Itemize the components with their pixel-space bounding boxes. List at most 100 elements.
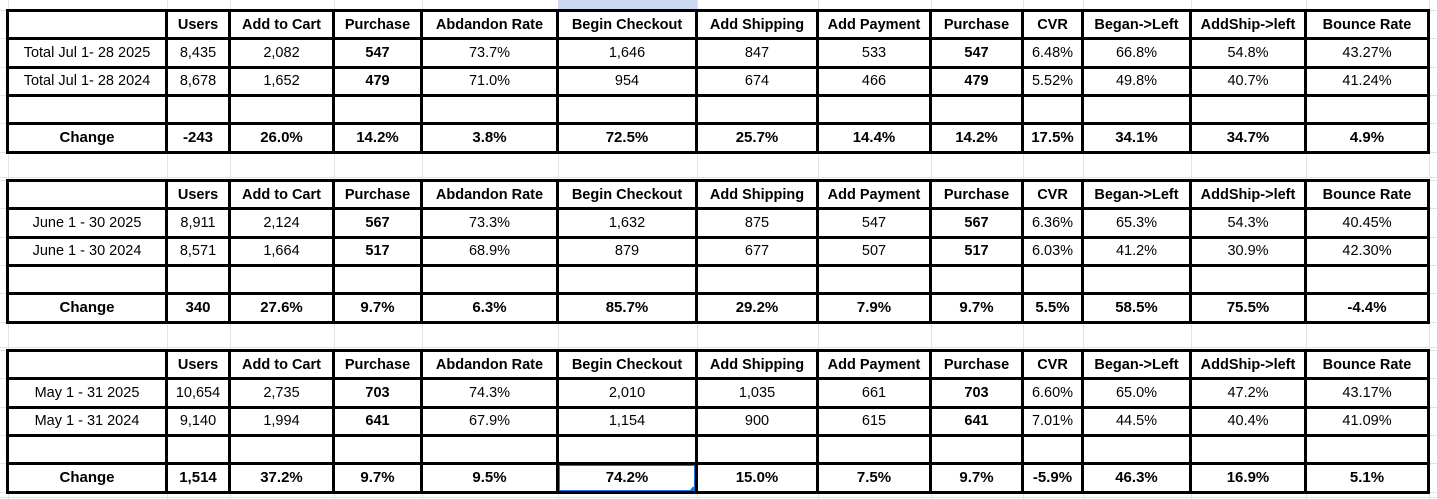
fill-handle[interactable] — [690, 485, 694, 490]
data-cell[interactable]: 6.60% — [1021, 377, 1084, 409]
data-cell[interactable] — [695, 263, 819, 296]
data-cell[interactable]: 4.9% — [1304, 122, 1430, 154]
row-label-cell[interactable]: June 1 - 30 2024 — [6, 235, 168, 268]
data-cell[interactable]: 6.36% — [1021, 207, 1084, 239]
row-label-cell[interactable]: June 1 - 30 2025 — [6, 207, 168, 239]
data-cell[interactable]: 1,035 — [695, 377, 819, 409]
data-cell[interactable]: 40.45% — [1304, 207, 1430, 239]
data-cell[interactable]: 41.2% — [1081, 235, 1192, 268]
data-cell[interactable]: 1,154 — [556, 405, 698, 438]
column-header-cell[interactable]: Began->Left — [1081, 178, 1192, 211]
data-cell[interactable]: 9.7% — [332, 462, 423, 494]
data-cell[interactable]: 1,652 — [228, 65, 335, 98]
data-cell[interactable]: 547 — [332, 37, 423, 69]
column-header-cell[interactable]: CVR — [1021, 178, 1084, 211]
data-cell[interactable]: 479 — [929, 65, 1024, 98]
data-cell[interactable]: 71.0% — [420, 65, 559, 98]
data-cell[interactable]: 1,514 — [165, 462, 231, 494]
data-cell[interactable]: 479 — [332, 65, 423, 98]
row-label-cell[interactable]: May 1 - 31 2024 — [6, 405, 168, 438]
column-header-cell[interactable]: Abdandon Rate — [420, 348, 559, 381]
data-cell[interactable]: 6.3% — [420, 292, 559, 324]
data-cell[interactable]: 677 — [695, 235, 819, 268]
data-cell[interactable] — [1081, 93, 1192, 126]
data-cell[interactable]: 847 — [695, 37, 819, 69]
data-cell[interactable]: 703 — [332, 377, 423, 409]
data-cell[interactable] — [816, 433, 932, 466]
data-cell[interactable] — [1021, 433, 1084, 466]
data-cell[interactable] — [165, 93, 231, 126]
data-cell[interactable]: 533 — [816, 37, 932, 69]
data-cell[interactable]: 7.01% — [1021, 405, 1084, 438]
data-cell[interactable]: 54.8% — [1189, 37, 1307, 69]
data-cell[interactable]: 3.8% — [420, 122, 559, 154]
column-header-cell[interactable]: Begin Checkout — [556, 348, 698, 381]
data-cell[interactable] — [1081, 433, 1192, 466]
column-header-cell[interactable]: Add Shipping — [695, 348, 819, 381]
data-cell[interactable]: 26.0% — [228, 122, 335, 154]
column-header-cell[interactable]: Users — [165, 8, 231, 41]
data-cell[interactable]: 34.7% — [1189, 122, 1307, 154]
data-cell[interactable] — [332, 93, 423, 126]
data-cell[interactable] — [1189, 93, 1307, 126]
data-cell[interactable]: 1,646 — [556, 37, 698, 69]
data-cell[interactable]: -243 — [165, 122, 231, 154]
column-header-cell[interactable]: Purchase — [332, 178, 423, 211]
row-label-cell[interactable]: May 1 - 31 2025 — [6, 377, 168, 409]
data-cell[interactable]: 41.09% — [1304, 405, 1430, 438]
data-cell[interactable]: 567 — [929, 207, 1024, 239]
row-label-cell[interactable] — [6, 433, 168, 466]
column-header-cell[interactable]: Add Payment — [816, 348, 932, 381]
data-cell[interactable]: 1,664 — [228, 235, 335, 268]
data-cell[interactable]: 15.0% — [695, 462, 819, 494]
data-cell[interactable]: 65.0% — [1081, 377, 1192, 409]
data-cell[interactable]: 8,911 — [165, 207, 231, 239]
data-cell[interactable]: 40.7% — [1189, 65, 1307, 98]
data-cell[interactable]: 67.9% — [420, 405, 559, 438]
data-cell[interactable]: 2,124 — [228, 207, 335, 239]
data-cell[interactable] — [695, 93, 819, 126]
data-cell[interactable]: 954 — [556, 65, 698, 98]
column-header-cell[interactable]: Purchase — [332, 348, 423, 381]
data-cell[interactable]: 43.17% — [1304, 377, 1430, 409]
data-cell[interactable]: 703 — [929, 377, 1024, 409]
data-cell[interactable] — [165, 263, 231, 296]
data-cell[interactable] — [695, 433, 819, 466]
column-header-cell[interactable]: Abdandon Rate — [420, 8, 559, 41]
data-cell[interactable]: 14.4% — [816, 122, 932, 154]
column-header-cell[interactable]: Began->Left — [1081, 8, 1192, 41]
data-cell[interactable] — [929, 433, 1024, 466]
data-cell[interactable]: 547 — [929, 37, 1024, 69]
data-cell[interactable]: 66.8% — [1081, 37, 1192, 69]
data-cell[interactable]: 340 — [165, 292, 231, 324]
column-header-cell[interactable]: Purchase — [929, 178, 1024, 211]
data-cell[interactable]: 1,632 — [556, 207, 698, 239]
data-cell[interactable] — [816, 263, 932, 296]
data-cell[interactable]: 5.52% — [1021, 65, 1084, 98]
data-cell[interactable]: 14.2% — [332, 122, 423, 154]
data-cell[interactable] — [1021, 93, 1084, 126]
data-cell[interactable]: 674 — [695, 65, 819, 98]
data-cell[interactable]: 49.8% — [1081, 65, 1192, 98]
row-label-cell[interactable]: Change — [6, 292, 168, 324]
data-cell[interactable]: 661 — [816, 377, 932, 409]
data-cell[interactable]: 85.7% — [556, 292, 698, 324]
data-cell[interactable] — [420, 433, 559, 466]
row-label-cell[interactable]: Total Jul 1- 28 2024 — [6, 65, 168, 98]
column-header-cell[interactable]: AddShip->left — [1189, 178, 1307, 211]
row-label-cell[interactable]: Total Jul 1- 28 2025 — [6, 37, 168, 69]
data-cell[interactable]: 30.9% — [1189, 235, 1307, 268]
row-label-cell[interactable] — [6, 263, 168, 296]
column-header-cell[interactable]: Bounce Rate — [1304, 178, 1430, 211]
data-cell[interactable] — [1304, 263, 1430, 296]
data-cell[interactable]: 10,654 — [165, 377, 231, 409]
data-cell[interactable]: 5.5% — [1021, 292, 1084, 324]
data-cell[interactable] — [556, 263, 698, 296]
data-cell[interactable]: 9.5% — [420, 462, 559, 494]
data-cell[interactable]: 879 — [556, 235, 698, 268]
data-cell[interactable]: 9.7% — [929, 462, 1024, 494]
row-label-cell[interactable]: Change — [6, 462, 168, 494]
data-cell[interactable]: 517 — [332, 235, 423, 268]
column-header-cell[interactable]: AddShip->left — [1189, 348, 1307, 381]
data-cell[interactable]: -5.9% — [1021, 462, 1084, 494]
